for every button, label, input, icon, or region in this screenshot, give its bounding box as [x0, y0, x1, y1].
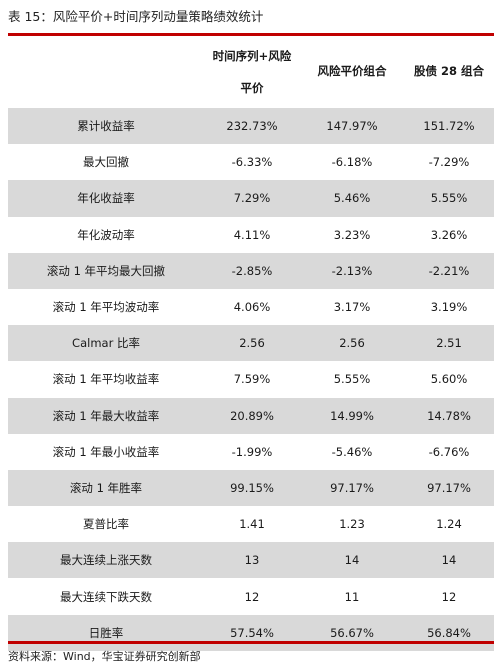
- cell-risk-parity: 56.67%: [300, 614, 404, 651]
- cell-ts-risk-parity: 4.06%: [233, 300, 271, 315]
- cell-stock-bond-28: -2.21%: [404, 252, 494, 289]
- table-caption: 表 15：风险平价+时间序列动量策略绩效统计: [8, 9, 264, 24]
- table-row: 日胜率 57.54% 56.67% 56.84%: [8, 614, 494, 651]
- cell-ts-risk-parity: -2.85%: [204, 252, 300, 289]
- table-row: 累计收益率 232.73% 147.97% 151.72%: [8, 108, 494, 145]
- top-rule: [8, 33, 494, 36]
- table-row: 年化波动率 4.11% 3.23% 3.26%: [8, 217, 494, 253]
- row-label: 滚动 1 年胜率: [8, 469, 204, 507]
- table-row: 滚动 1 年平均收益率 7.59% 5.55% 5.60%: [8, 361, 494, 397]
- cell-stock-bond-28: 3.26%: [430, 227, 468, 242]
- row-label: 年化收益率: [8, 180, 204, 217]
- cell-stock-bond-28: 12: [441, 589, 457, 604]
- cell-ts-risk-parity: 4.11%: [233, 227, 271, 242]
- cell-stock-bond-28: 1.24: [436, 517, 462, 532]
- row-label: 日胜率: [8, 614, 204, 651]
- bottom-rule: [8, 641, 494, 644]
- header-stock-bond-28: 股债 28 组合: [413, 64, 484, 79]
- row-label: 滚动 1 年最大收益率: [8, 397, 204, 434]
- row-label: 滚动 1 年平均最大回撤: [8, 252, 204, 289]
- cell-risk-parity: 2.56: [300, 325, 404, 362]
- cell-stock-bond-28: -6.76%: [428, 444, 470, 459]
- row-label: 滚动 1 年最小收益率: [52, 444, 160, 459]
- header-risk-parity: 风险平价组合: [317, 64, 387, 79]
- source-note: 资料来源：Wind，华宝证券研究创新部: [8, 650, 201, 663]
- cell-risk-parity: 14.99%: [300, 397, 404, 434]
- cell-stock-bond-28: 2.51: [404, 325, 494, 362]
- cell-ts-risk-parity: 1.41: [239, 517, 265, 532]
- row-label: Calmar 比率: [8, 325, 204, 362]
- cell-stock-bond-28: 14.78%: [404, 397, 494, 434]
- cell-stock-bond-28: 151.72%: [404, 108, 494, 145]
- cell-stock-bond-28: -7.29%: [428, 155, 470, 170]
- cell-ts-risk-parity: 20.89%: [204, 397, 300, 434]
- cell-ts-risk-parity: -6.33%: [231, 155, 273, 170]
- cell-ts-risk-parity: 7.59%: [233, 372, 271, 387]
- row-label: 最大连续上涨天数: [8, 542, 204, 579]
- table-row: 滚动 1 年最小收益率 -1.99% -5.46% -6.76%: [8, 434, 494, 470]
- table-row: 最大回撤 -6.33% -6.18% -7.29%: [8, 144, 494, 180]
- table-row: 夏普比率 1.41 1.23 1.24: [8, 506, 494, 542]
- cell-ts-risk-parity: 7.29%: [204, 180, 300, 217]
- cell-ts-risk-parity: 12: [244, 589, 260, 604]
- cell-ts-risk-parity: -1.99%: [231, 444, 273, 459]
- row-label: 夏普比率: [83, 517, 129, 532]
- table-row: 滚动 1 年平均波动率 4.06% 3.17% 3.19%: [8, 289, 494, 325]
- table-row: 滚动 1 年平均最大回撤 -2.85% -2.13% -2.21%: [8, 252, 494, 289]
- cell-ts-risk-parity: 232.73%: [204, 108, 300, 145]
- header-ts-risk-parity: 时间序列+风险 平价: [204, 36, 300, 108]
- cell-risk-parity: 3.17%: [333, 300, 371, 315]
- cell-risk-parity: 1.23: [339, 517, 365, 532]
- cell-risk-parity: 14: [300, 542, 404, 579]
- cell-risk-parity: -5.46%: [331, 444, 373, 459]
- row-label: 滚动 1 年平均收益率: [52, 372, 160, 387]
- cell-risk-parity: 5.55%: [333, 372, 371, 387]
- cell-risk-parity: 5.46%: [300, 180, 404, 217]
- cell-ts-risk-parity: 57.54%: [204, 614, 300, 651]
- header-blank: [8, 36, 204, 108]
- cell-risk-parity: 11: [344, 589, 360, 604]
- row-label: 年化波动率: [77, 227, 135, 242]
- table-row: Calmar 比率 2.56 2.56 2.51: [8, 325, 494, 362]
- row-label: 最大连续下跌天数: [60, 589, 152, 604]
- row-label: 最大回撤: [83, 155, 129, 170]
- table-body: 累计收益率 232.73% 147.97% 151.72% 最大回撤 -6.33% -6.1…: [8, 108, 494, 651]
- cell-stock-bond-28: 56.84%: [404, 614, 494, 651]
- cell-risk-parity: 147.97%: [300, 108, 404, 145]
- cell-stock-bond-28: 5.55%: [404, 180, 494, 217]
- cell-risk-parity: 97.17%: [300, 469, 404, 507]
- header-ts-risk-parity-line2: 平价: [240, 81, 264, 95]
- cell-stock-bond-28: 5.60%: [430, 372, 468, 387]
- cell-ts-risk-parity: 13: [204, 542, 300, 579]
- cell-risk-parity: 3.23%: [333, 227, 371, 242]
- cell-risk-parity: -2.13%: [300, 252, 404, 289]
- cell-stock-bond-28: 3.19%: [430, 300, 468, 315]
- cell-stock-bond-28: 14: [404, 542, 494, 579]
- header-row: 时间序列+风险 平价 风险平价组合 股债 28 组合: [8, 36, 494, 108]
- cell-ts-risk-parity: 2.56: [204, 325, 300, 362]
- cell-stock-bond-28: 97.17%: [404, 469, 494, 507]
- header-ts-risk-parity-line1: 时间序列+风险: [212, 49, 292, 64]
- table-row: 滚动 1 年胜率 99.15% 97.17% 97.17%: [8, 469, 494, 507]
- table-row: 滚动 1 年最大收益率 20.89% 14.99% 14.78%: [8, 397, 494, 434]
- table-row: 最大连续上涨天数 13 14 14: [8, 542, 494, 579]
- table-row: 最大连续下跌天数 12 11 12: [8, 578, 494, 614]
- row-label: 累计收益率: [8, 108, 204, 145]
- performance-table: 时间序列+风险 平价 风险平价组合 股债 28 组合 累计收益率 232.73% 1…: [8, 36, 494, 651]
- row-label: 滚动 1 年平均波动率: [52, 300, 160, 315]
- cell-risk-parity: -6.18%: [331, 155, 373, 170]
- cell-ts-risk-parity: 99.15%: [204, 469, 300, 507]
- table-row: 年化收益率 7.29% 5.46% 5.55%: [8, 180, 494, 217]
